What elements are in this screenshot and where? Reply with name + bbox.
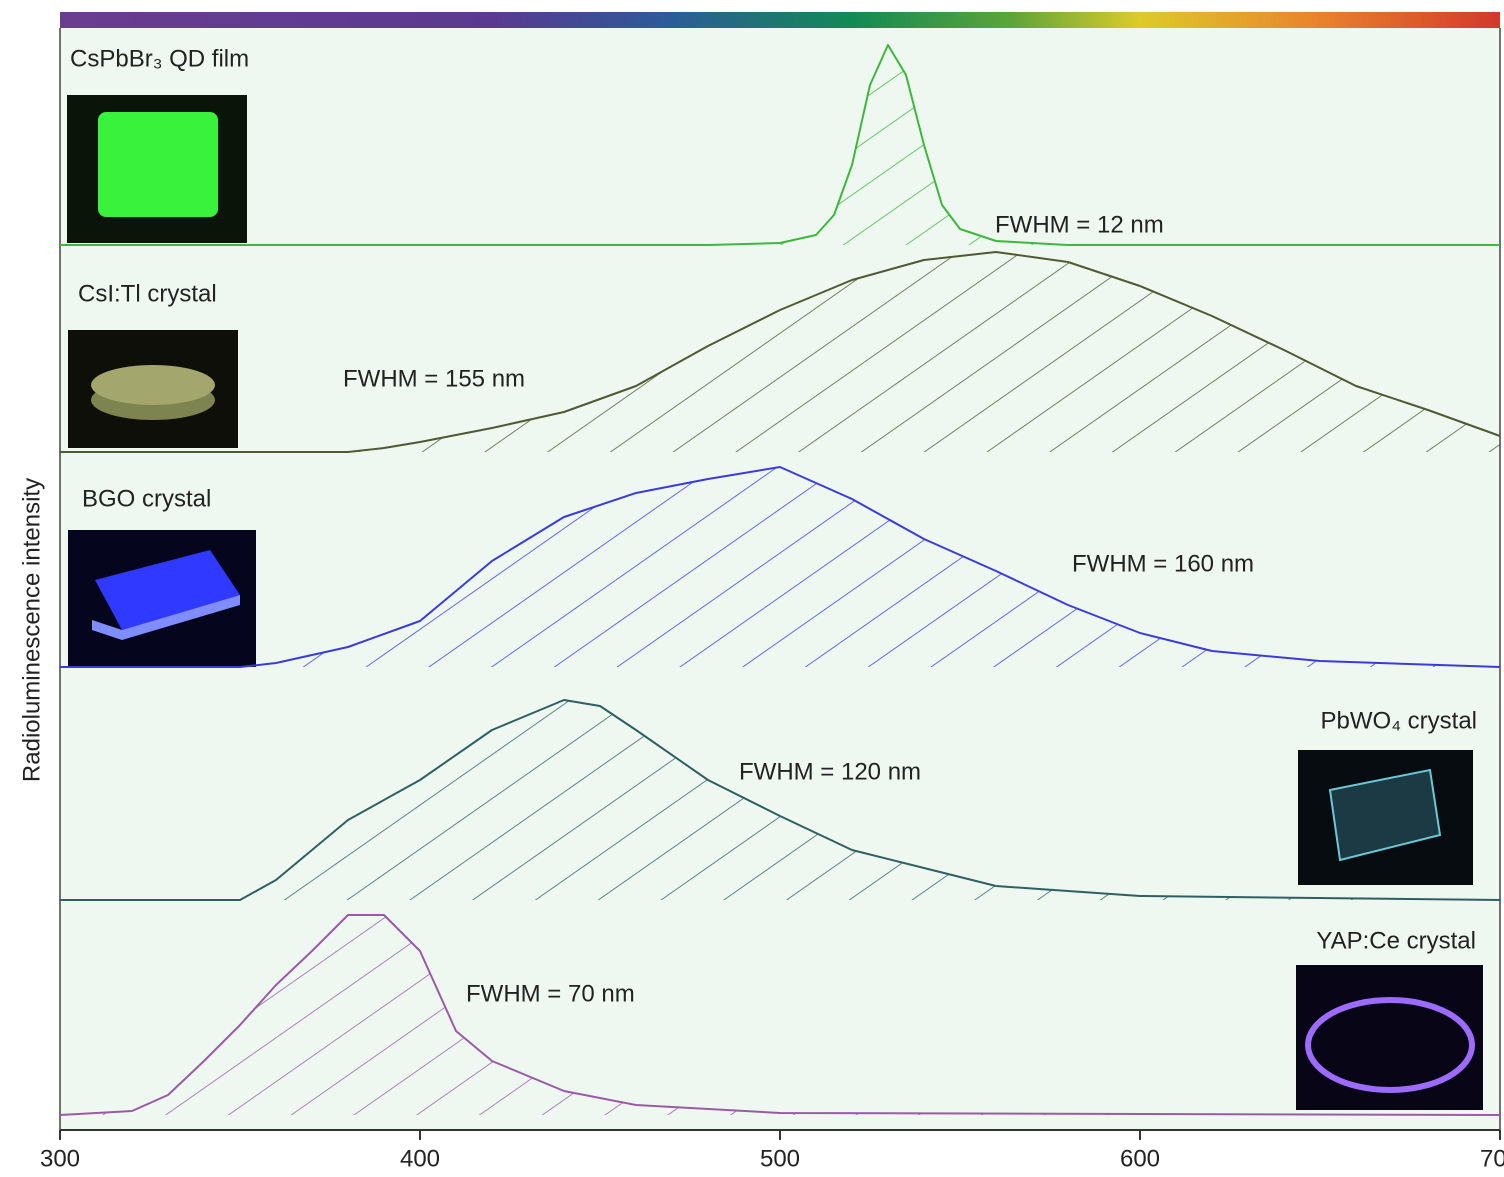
photo xyxy=(67,95,247,243)
x-tick-label: 400 xyxy=(400,1145,440,1172)
fwhm-label: FWHM = 160 nm xyxy=(1072,550,1254,577)
fwhm-label: FWHM = 155 nm xyxy=(343,365,525,392)
spectrum-line xyxy=(60,466,1501,668)
hatched-area xyxy=(60,915,1500,1115)
fwhm-label: FWHM = 70 nm xyxy=(466,980,635,1007)
hatched-area xyxy=(60,700,1500,900)
spectrum-bar xyxy=(60,12,1500,28)
x-tick-label: 600 xyxy=(1120,1145,1160,1172)
x-tick-label: 300 xyxy=(40,1145,80,1172)
x-tick-label: 700 xyxy=(1480,1145,1504,1172)
photo xyxy=(68,330,238,448)
hatched-area xyxy=(60,467,1500,667)
x-tick-label: 500 xyxy=(760,1145,800,1172)
hatched-area xyxy=(60,252,1500,452)
fwhm-label: FWHM = 120 nm xyxy=(739,758,921,785)
photo xyxy=(68,530,256,667)
sample-label: BGO crystal xyxy=(82,485,211,512)
sample-label: CsPbBr₃ QD film xyxy=(70,45,249,72)
sample-label: PbWO₄ crystal xyxy=(1321,707,1477,734)
fwhm-label: FWHM = 12 nm xyxy=(995,211,1164,238)
spectrum-line xyxy=(60,44,1500,246)
sample-label: CsI:Tl crystal xyxy=(78,280,217,307)
sample-label: YAP:Ce crystal xyxy=(1316,927,1476,954)
spectrum-line xyxy=(60,251,1501,453)
spectrum-line xyxy=(59,914,1501,1116)
photo xyxy=(1298,750,1473,885)
photo xyxy=(1296,965,1483,1110)
spectrum-line xyxy=(60,699,1501,901)
y-axis-label: Radioluminescence intensity xyxy=(18,478,45,782)
